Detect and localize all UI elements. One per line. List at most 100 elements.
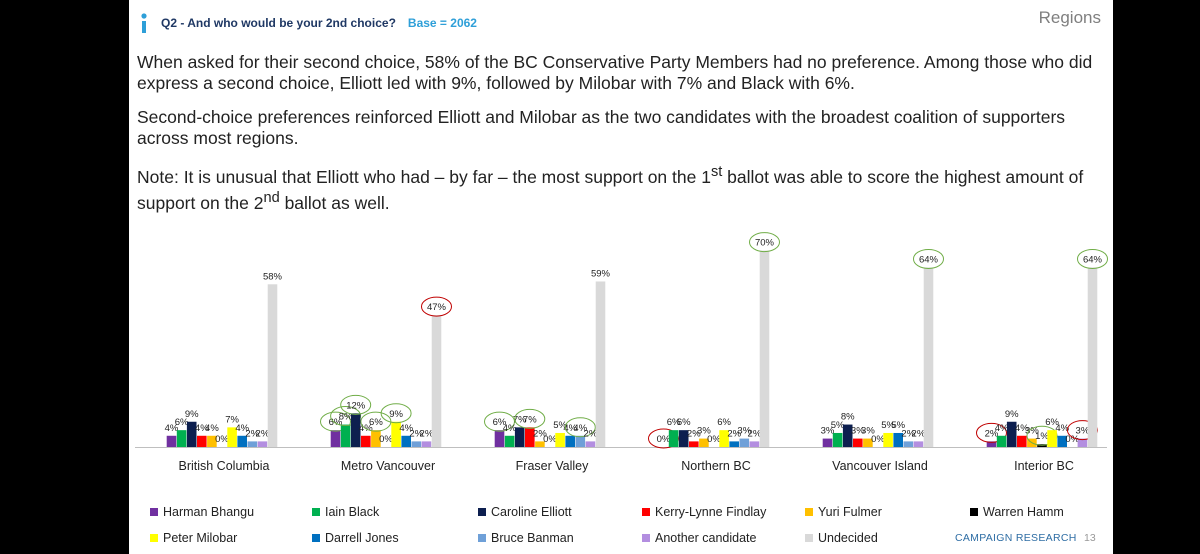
note-part-1: Note: It is unusual that Elliott who had… [137, 166, 711, 187]
data-label-2-4: 2% [533, 428, 547, 439]
bar-4-9 [913, 441, 924, 447]
bar-4-8 [903, 441, 914, 447]
bar-0-10 [267, 284, 278, 447]
bar-4-1 [832, 432, 843, 447]
data-label-3-10: 70% [755, 238, 775, 249]
bar-5-0 [986, 441, 997, 447]
data-label-5-9: 3% [1076, 426, 1090, 437]
bar-2-4 [535, 441, 545, 447]
bar-0-9 [257, 441, 268, 447]
data-label-3-1: 6% [667, 417, 681, 428]
bar-2-2 [514, 427, 525, 447]
bar-4-7 [893, 432, 903, 447]
data-label-5-1: 4% [995, 423, 1009, 434]
base-count: Base = 2062 [407, 16, 477, 30]
data-label-5-0: 2% [985, 428, 999, 439]
data-label-3-6: 6% [717, 417, 731, 428]
data-label-5-3: 4% [1015, 423, 1029, 434]
bar-2-9 [585, 441, 596, 447]
bar-4-4 [863, 438, 873, 447]
bar-3-1 [668, 430, 679, 447]
data-label-4-10: 64% [919, 254, 939, 265]
data-label-3-2: 6% [677, 417, 691, 428]
data-label-4-8: 2% [901, 428, 915, 439]
data-label-0-1: 6% [175, 417, 189, 428]
highlight-circle-5-10 [1077, 248, 1108, 269]
data-label-0-8: 2% [245, 428, 259, 439]
bar-4-0 [822, 438, 833, 447]
bar-0-1 [176, 430, 187, 447]
data-label-1-8: 2% [409, 428, 423, 439]
data-label-2-0: 6% [493, 417, 507, 428]
data-label-3-0: 0% [657, 434, 671, 445]
slide-header: Q2 - And who would be your 2nd choice? B… [137, 10, 477, 36]
bar-5-9 [1077, 438, 1088, 447]
data-label-5-8: 0% [1065, 434, 1079, 445]
data-label-0-4: 4% [205, 423, 219, 434]
section-title: Regions [1038, 8, 1101, 27]
data-label-4-6: 5% [881, 420, 895, 431]
category-label-1: Metro Vancouver [341, 459, 435, 473]
highlight-circle-5-9 [1066, 420, 1098, 441]
data-label-0-2: 9% [185, 409, 199, 420]
bar-0-2 [186, 421, 197, 447]
bar-1-10 [431, 315, 442, 447]
note-part-2: ballot was able to score the highest amo… [137, 166, 1084, 213]
data-label-4-9: 2% [912, 428, 926, 439]
bar-0-0 [166, 435, 177, 447]
highlight-circle-2-3 [514, 408, 546, 429]
bar-4-2 [842, 424, 853, 447]
bar-5-7 [1057, 435, 1067, 447]
bar-3-10 [759, 250, 770, 447]
bar-2-8 [575, 435, 586, 447]
bar-0-4 [207, 435, 217, 447]
data-label-5-6: 6% [1045, 417, 1059, 428]
bar-1-1 [340, 424, 351, 447]
bar-2-7 [565, 435, 575, 447]
data-label-1-10: 47% [427, 302, 447, 313]
data-label-5-7: 4% [1055, 423, 1069, 434]
data-label-0-0: 4% [165, 423, 179, 434]
bar-5-10 [1087, 267, 1098, 447]
paragraph-note: Note: It is unusual that Elliott who had… [137, 162, 1097, 214]
category-label-0: British Columbia [178, 459, 269, 473]
data-label-2-3: 7% [523, 414, 537, 425]
data-label-2-6: 5% [553, 420, 567, 431]
data-label-2-2: 7% [513, 414, 527, 425]
data-label-1-1: 8% [339, 412, 353, 423]
footer-brand: CAMPAIGN RESEARCH [955, 532, 1077, 544]
bar-3-2 [678, 430, 689, 447]
category-label-5: Interior BC [1014, 459, 1074, 473]
bar-0-6 [227, 427, 237, 447]
data-label-1-6: 9% [389, 409, 403, 420]
body-text: When asked for their second choice, 58% … [137, 52, 1097, 227]
note-sup-2: nd [263, 189, 280, 206]
bar-2-6 [555, 432, 565, 447]
data-label-4-7: 5% [891, 420, 905, 431]
data-label-3-8: 3% [737, 426, 751, 437]
data-label-2-8: 4% [573, 423, 587, 434]
note-sup-1: st [710, 164, 723, 180]
data-label-3-5: 0% [707, 434, 721, 445]
highlight-circle-5-0 [976, 422, 1007, 443]
bar-2-0 [494, 430, 505, 447]
note-part-3: ballot as well. [279, 192, 390, 213]
bar-3-8 [739, 438, 750, 447]
data-label-5-5: 1% [1035, 431, 1049, 442]
bar-4-10 [923, 267, 934, 447]
data-label-4-2: 8% [841, 412, 855, 423]
bar-3-7 [729, 441, 739, 447]
bar-2-3 [525, 427, 535, 447]
bar-1-3 [361, 435, 371, 447]
data-label-3-3: 2% [687, 428, 701, 439]
bar-3-9 [749, 441, 760, 447]
bar-5-2 [1006, 421, 1017, 447]
highlight-circle-4-10 [913, 248, 944, 269]
bar-0-3 [197, 435, 207, 447]
bar-2-10 [595, 281, 606, 447]
highlight-circle-1-4 [360, 411, 392, 432]
bar-1-6 [391, 421, 401, 447]
highlight-circle-3-0 [648, 428, 679, 449]
highlight-circle-2-0 [484, 411, 515, 432]
highlight-circle-1-2 [340, 394, 372, 415]
